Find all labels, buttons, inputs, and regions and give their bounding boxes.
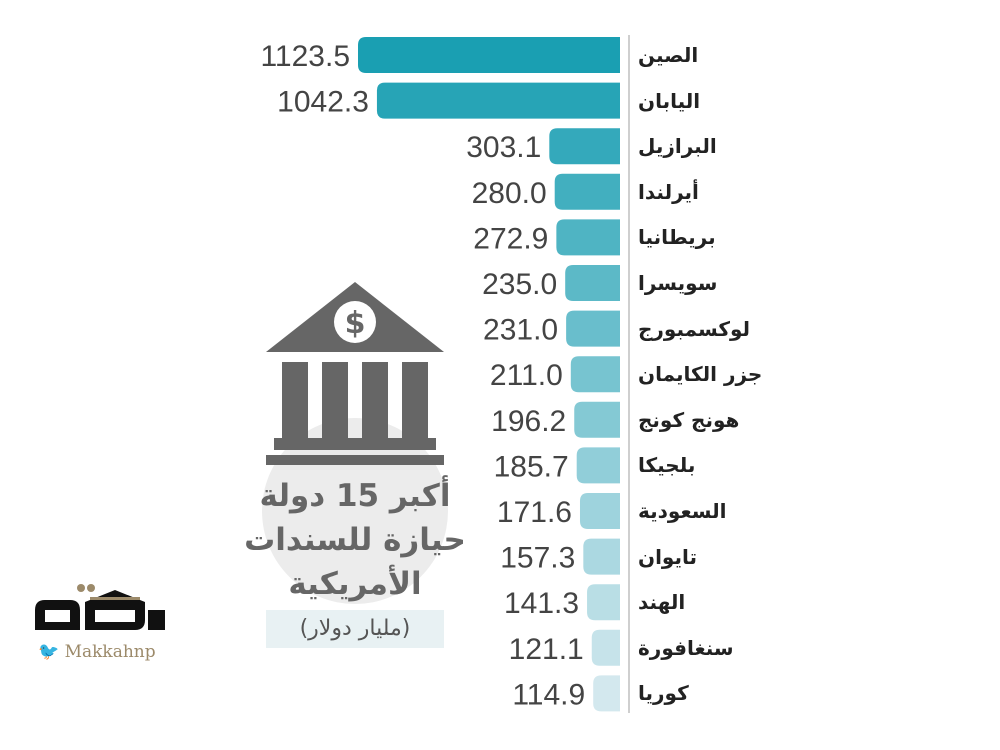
- category-label: تايوان: [638, 544, 697, 569]
- value-label: 121.1: [509, 633, 584, 666]
- bar: [556, 219, 620, 256]
- value-label: 157.3: [500, 542, 575, 575]
- category-label: بريطانيا: [638, 225, 716, 250]
- value-label: 1042.3: [277, 86, 369, 119]
- category-label: الصين: [638, 43, 699, 67]
- value-label: 141.3: [504, 587, 579, 620]
- bar: [566, 310, 620, 347]
- value-label: 231.0: [483, 314, 558, 347]
- bar: [593, 675, 620, 712]
- category-label: الهند: [638, 590, 686, 615]
- category-label: كوريا: [638, 681, 689, 706]
- twitter-icon: 🐦: [38, 642, 60, 662]
- bar: [358, 37, 620, 73]
- category-label: أيرلندا: [638, 179, 699, 204]
- bar: [591, 629, 620, 666]
- bank-dollar-icon: $: [266, 282, 444, 465]
- twitter-handle: 🐦 Makkahnp: [38, 642, 156, 662]
- bar: [574, 401, 620, 438]
- value-label: 272.9: [473, 222, 548, 255]
- value-label: 303.1: [466, 131, 541, 164]
- value-label: 211.0: [490, 359, 563, 392]
- bar: [579, 493, 620, 529]
- unit-label: (مليار دولار): [266, 610, 444, 648]
- category-label: السعودية: [638, 499, 727, 523]
- bar: [376, 82, 620, 119]
- axis-line: [628, 35, 630, 713]
- bar: [565, 265, 620, 301]
- category-label: اليابان: [638, 88, 701, 113]
- chart-title: أكبر 15 دولة حيازة للسندات الأمريكية: [244, 478, 466, 602]
- value-label: 280.0: [472, 177, 547, 210]
- value-label: 1123.5: [260, 40, 350, 73]
- category-label: لوكسمبورج: [638, 316, 751, 341]
- bar: [554, 173, 620, 210]
- value-label: 114.9: [512, 678, 585, 711]
- category-label: بلجيكا: [638, 453, 696, 478]
- makkah-logo: [35, 584, 165, 630]
- value-label: 196.2: [491, 405, 566, 438]
- value-label: 235.0: [482, 268, 557, 301]
- value-label: 185.7: [494, 450, 569, 483]
- svg-text:$: $: [345, 306, 366, 341]
- bar: [583, 538, 620, 575]
- bar: [587, 584, 620, 621]
- title-block: أكبر 15 دولة حيازة للسندات الأمريكية (مل…: [215, 474, 495, 648]
- bar: [549, 128, 620, 165]
- value-label: 171.6: [497, 496, 572, 529]
- category-label: سويسرا: [638, 271, 718, 295]
- category-label: البرازيل: [638, 134, 717, 159]
- bar: [570, 356, 620, 393]
- category-label: هونج كونج: [638, 407, 740, 432]
- bar: [576, 447, 620, 484]
- category-label: جزر الكايمان: [638, 362, 763, 387]
- category-label: سنغافورة: [638, 635, 734, 660]
